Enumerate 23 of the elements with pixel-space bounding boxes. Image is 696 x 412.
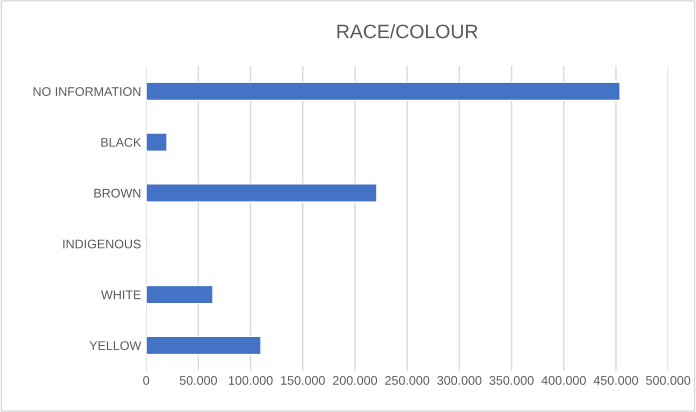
x-tick-label: 500.000: [646, 376, 690, 385]
x-tick-label: 250.000: [385, 376, 430, 385]
y-tick-label: NO INFORMATION: [34, 87, 140, 96]
bar: [146, 132, 168, 152]
x-tick-label: 150.000: [281, 376, 325, 385]
y-tick-label: YELLOW: [89, 341, 142, 350]
x-tick-label: 50.000: [180, 376, 217, 385]
bar: [146, 336, 262, 356]
y-tick-label: BLACK: [101, 138, 142, 147]
bar: [146, 183, 378, 203]
bar: [146, 284, 214, 304]
x-tick-label: 100.000: [228, 376, 273, 385]
x-tick-label: 300.000: [437, 376, 482, 385]
x-tick-label: 350.000: [489, 376, 534, 385]
chart-title: RACE/COLOUR: [337, 24, 478, 38]
x-tick-label: 200.000: [333, 376, 378, 385]
y-tick-label: BROWN: [94, 188, 140, 198]
x-tick-label: 400.000: [541, 376, 586, 385]
bar: [146, 81, 621, 102]
x-tick-label: 450.000: [594, 376, 638, 385]
y-tick-label: INDIGENOUS: [63, 240, 141, 248]
x-tick-label: 0: [143, 376, 150, 385]
y-tick-label: WHITE: [101, 290, 141, 300]
